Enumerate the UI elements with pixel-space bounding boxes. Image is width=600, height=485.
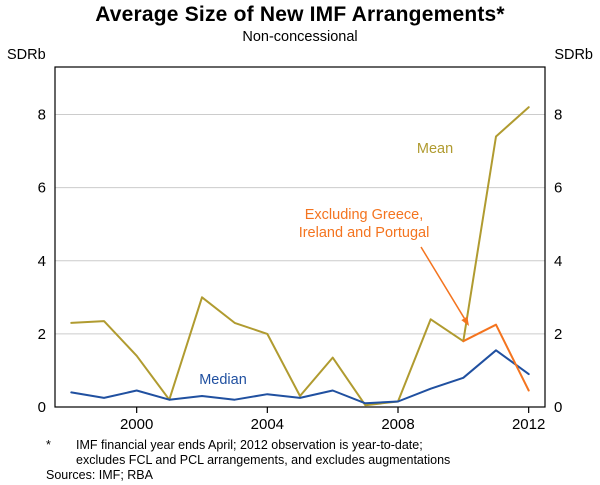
svg-text:2: 2	[554, 326, 562, 343]
svg-text:8: 8	[554, 107, 562, 124]
svg-text:0: 0	[554, 399, 562, 416]
svg-text:4: 4	[38, 253, 46, 270]
footnote-line2: excludes FCL and PCL arrangements, and e…	[76, 453, 451, 467]
footnote-line1: IMF financial year ends April; 2012 obse…	[76, 438, 423, 452]
excluding-series-label: Excluding Greece, Ireland and Portugal	[256, 206, 472, 242]
sources-line: Sources: IMF; RBA	[46, 468, 153, 482]
y-axis-unit-right: SDRb	[554, 47, 593, 63]
y-axis-unit-left: SDRb	[7, 47, 46, 63]
svg-text:2000: 2000	[120, 416, 153, 433]
svg-text:6: 6	[38, 180, 46, 197]
svg-text:2004: 2004	[251, 416, 284, 433]
excluding-series-label-line1: Excluding Greece,	[304, 207, 424, 223]
footnote-marker: *	[46, 438, 51, 452]
svg-text:8: 8	[38, 107, 46, 124]
excluding-series-label-line2: Ireland and Portugal	[298, 225, 430, 241]
chart-subtitle: Non-concessional	[242, 29, 358, 45]
svg-text:4: 4	[554, 253, 562, 270]
svg-text:2: 2	[38, 326, 46, 343]
chart-title: Average Size of New IMF Arrangements*	[95, 3, 505, 26]
svg-text:2008: 2008	[381, 416, 414, 433]
footnote-indent	[46, 453, 76, 468]
median-series-label: Median	[199, 372, 247, 388]
footnote: * IMF financial year ends April; 2012 ob…	[46, 438, 450, 468]
svg-text:6: 6	[554, 180, 562, 197]
svg-text:0: 0	[38, 399, 46, 416]
svg-text:2012: 2012	[512, 416, 545, 433]
mean-series-label: Mean	[416, 141, 454, 157]
